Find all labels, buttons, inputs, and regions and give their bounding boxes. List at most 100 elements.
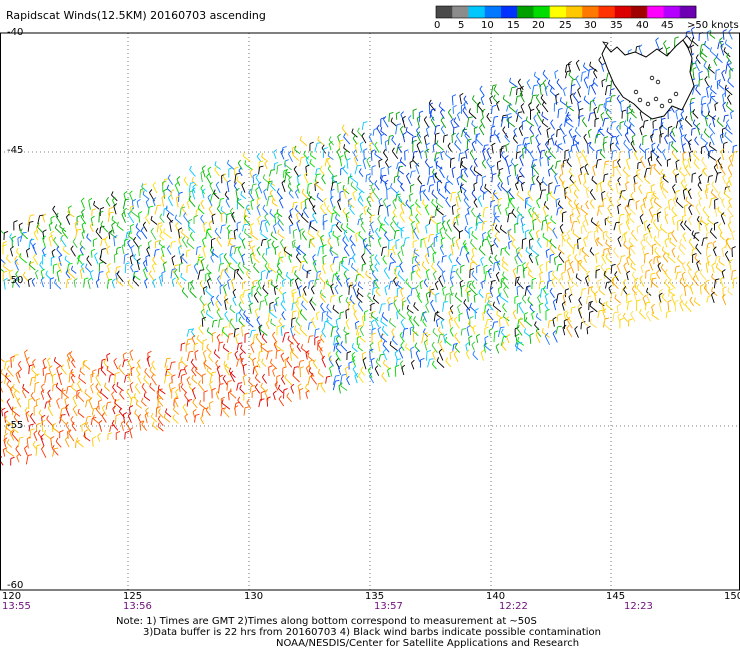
wind-barb bbox=[464, 225, 470, 235]
wind-barb bbox=[320, 381, 326, 393]
wind-barb bbox=[500, 145, 506, 153]
wind-barb bbox=[521, 223, 526, 234]
wind-barb bbox=[457, 304, 461, 314]
wind-barb bbox=[377, 204, 384, 216]
wind-barb bbox=[535, 312, 542, 321]
wind-barb bbox=[400, 244, 405, 257]
wind-barb bbox=[132, 276, 140, 287]
wind-barb bbox=[13, 220, 18, 231]
wind-barb bbox=[527, 270, 534, 279]
wind-barb bbox=[361, 132, 367, 144]
wind-barb bbox=[515, 333, 520, 345]
wind-barb bbox=[411, 270, 416, 281]
wind-barb bbox=[205, 272, 210, 282]
wind-barb bbox=[674, 36, 679, 47]
wind-barb bbox=[653, 197, 662, 208]
wind-barb bbox=[480, 95, 485, 106]
wind-barb bbox=[606, 127, 615, 138]
wind-barb bbox=[449, 317, 454, 328]
wind-barb bbox=[375, 358, 382, 368]
wind-barb bbox=[290, 383, 295, 394]
wind-barb bbox=[181, 287, 189, 298]
wind-barb bbox=[114, 372, 120, 384]
wind-barb bbox=[70, 245, 76, 257]
wind-barb bbox=[545, 248, 550, 258]
note-line-1: Note: 1) Times are GMT 2)Times along bot… bbox=[116, 616, 537, 627]
wind-barb bbox=[283, 388, 288, 399]
wind-barb bbox=[458, 230, 464, 239]
wind-barb bbox=[501, 256, 509, 266]
wind-barb bbox=[175, 195, 181, 208]
wind-barb bbox=[644, 167, 651, 178]
wind-barb bbox=[207, 194, 213, 207]
wind-barb bbox=[276, 164, 282, 175]
wind-barb bbox=[658, 292, 663, 304]
wind-barb bbox=[209, 371, 217, 383]
wind-barb bbox=[668, 141, 674, 151]
wind-barb bbox=[339, 190, 344, 202]
wind-barb bbox=[243, 310, 251, 322]
wind-barb bbox=[374, 263, 379, 272]
wind-barb bbox=[598, 298, 605, 307]
wind-barb bbox=[162, 180, 167, 193]
wind-barb bbox=[416, 127, 422, 138]
wind-barb bbox=[689, 296, 694, 307]
wind-barb bbox=[182, 403, 189, 416]
wind-barb bbox=[636, 168, 641, 178]
wind-barb bbox=[254, 364, 259, 376]
wind-barb bbox=[100, 220, 109, 233]
wind-barb bbox=[573, 180, 580, 192]
wind-barb bbox=[537, 237, 542, 248]
wind-barb bbox=[725, 124, 733, 135]
wind-barb bbox=[79, 246, 84, 256]
wind-barb bbox=[493, 85, 500, 96]
wind-barb bbox=[572, 243, 579, 255]
wind-barb bbox=[299, 366, 304, 378]
wind-barb bbox=[326, 157, 332, 168]
wind-barb bbox=[278, 317, 285, 329]
wind-barb bbox=[530, 108, 535, 120]
wind-barb bbox=[684, 220, 692, 232]
wind-barb bbox=[397, 250, 403, 263]
wind-barb bbox=[667, 125, 673, 137]
wind-barb bbox=[10, 246, 14, 257]
wind-barb bbox=[492, 189, 499, 201]
wind-barb bbox=[314, 142, 322, 152]
wind-barb bbox=[628, 117, 635, 127]
wind-barb bbox=[536, 103, 541, 114]
wind-barb bbox=[459, 93, 464, 105]
wind-barb bbox=[9, 233, 14, 242]
wind-barb bbox=[713, 246, 717, 257]
wind-barb bbox=[393, 175, 399, 184]
wind-barb bbox=[366, 195, 372, 207]
wind-barb bbox=[247, 292, 252, 305]
wind-barb bbox=[170, 189, 175, 200]
wind-barb bbox=[462, 106, 469, 119]
wind-barb bbox=[722, 29, 727, 40]
wind-barb bbox=[350, 243, 356, 256]
grid-lines bbox=[0, 32, 740, 591]
wind-barb bbox=[535, 331, 541, 344]
wind-barb bbox=[272, 367, 276, 377]
wind-barb bbox=[254, 383, 261, 394]
wind-barb bbox=[178, 262, 184, 273]
wind-barb bbox=[645, 310, 652, 322]
wind-barb bbox=[500, 328, 507, 339]
wind-barb bbox=[215, 181, 221, 194]
wind-barb bbox=[655, 37, 660, 50]
wind-barb bbox=[65, 278, 72, 289]
wind-barb bbox=[461, 160, 468, 170]
wind-barb bbox=[688, 238, 695, 249]
wind-barb bbox=[363, 148, 368, 160]
wind-barb bbox=[85, 421, 92, 433]
wind-barb bbox=[623, 139, 631, 151]
wind-barb bbox=[229, 370, 235, 383]
wind-barb bbox=[85, 263, 91, 273]
lon-label: 120 bbox=[2, 591, 22, 602]
wind-barb bbox=[326, 317, 335, 328]
wind-barb bbox=[679, 277, 686, 288]
wind-barb bbox=[640, 264, 645, 274]
wind-barb bbox=[546, 260, 551, 272]
wind-barb bbox=[439, 340, 445, 353]
wind-barb bbox=[610, 263, 616, 274]
